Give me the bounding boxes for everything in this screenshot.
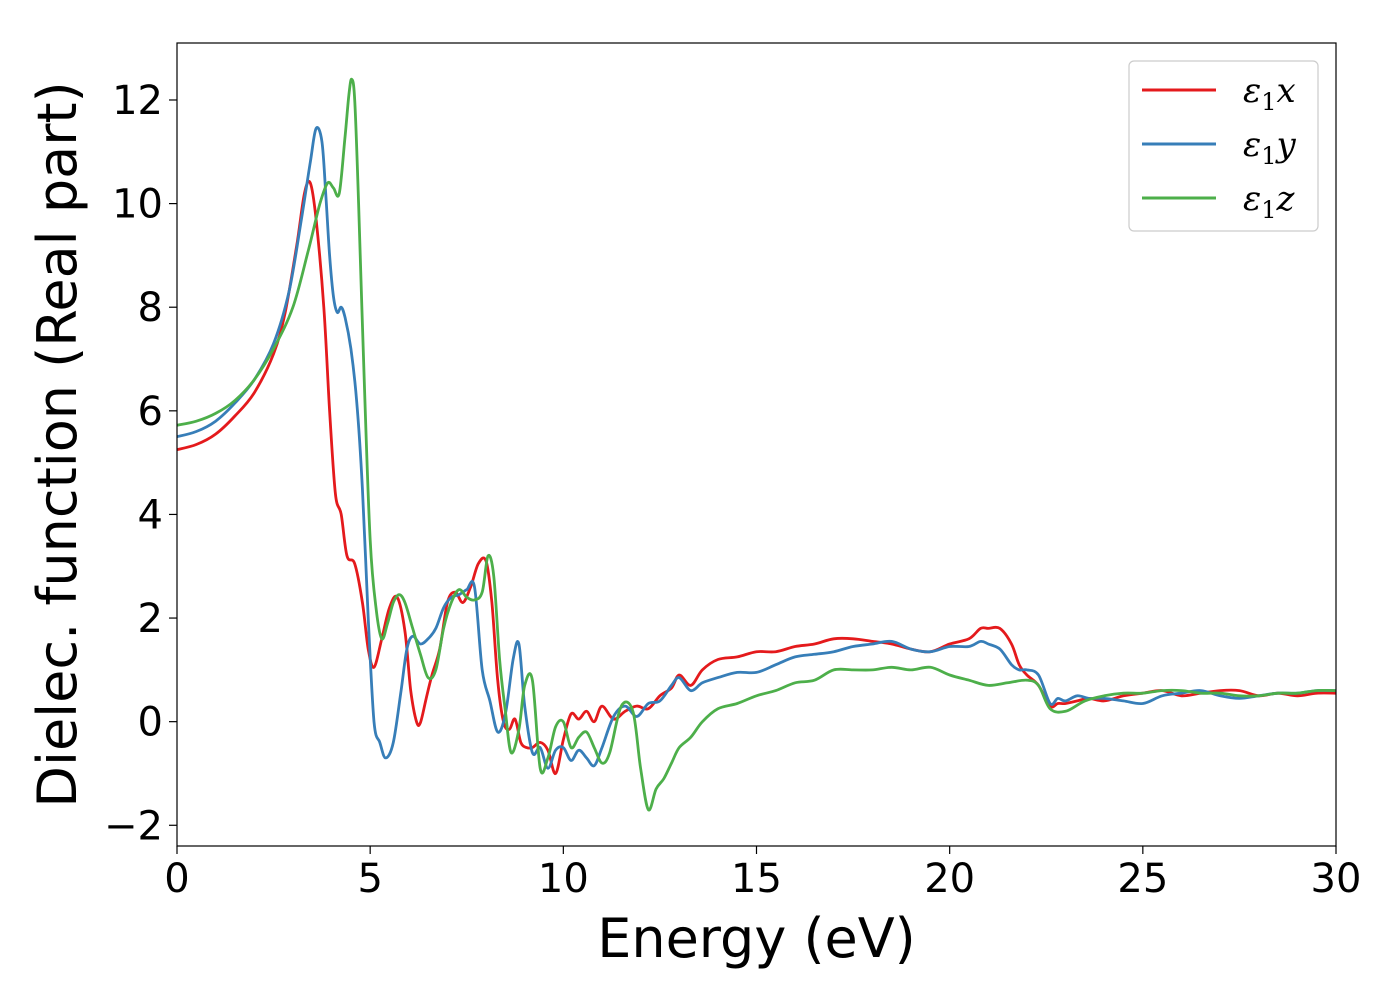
x-tick-label: 20: [924, 856, 975, 902]
legend: ε1x ε1y ε1z: [1128, 60, 1319, 232]
y-tick-label: 10: [112, 182, 163, 228]
series-line-z: [177, 77, 1336, 812]
x-axis-title: Energy (eV): [597, 907, 916, 970]
legend-label-x: ε1x: [1243, 71, 1296, 116]
series-line-y: [177, 126, 1336, 770]
y-axis-ticks: −2 0 2 4 6 8 10 12: [104, 78, 177, 849]
series-line-x: [177, 179, 1336, 775]
legend-label-y: ε1y: [1243, 125, 1297, 170]
x-tick-label: 0: [164, 856, 189, 902]
legend-label-z: ε1z: [1243, 179, 1296, 224]
x-tick-label: 25: [1117, 856, 1168, 902]
y-tick-label: 12: [112, 78, 163, 124]
y-axis-title: Dielec. function (Real part): [26, 81, 89, 807]
series-layer: [177, 77, 1336, 812]
y-tick-label: 2: [138, 596, 163, 642]
x-tick-label: 5: [357, 856, 382, 902]
y-tick-label: 6: [138, 389, 163, 435]
y-tick-label: 4: [138, 492, 163, 538]
x-axis-ticks: 0 5 10 15 20 25 30: [164, 846, 1361, 902]
x-tick-label: 15: [731, 856, 782, 902]
x-tick-label: 10: [538, 856, 589, 902]
y-tick-label: 8: [138, 285, 163, 331]
y-tick-label: −2: [104, 803, 163, 849]
legend-box: [1128, 60, 1319, 232]
y-tick-label: 0: [138, 700, 163, 746]
x-tick-label: 30: [1311, 856, 1362, 902]
